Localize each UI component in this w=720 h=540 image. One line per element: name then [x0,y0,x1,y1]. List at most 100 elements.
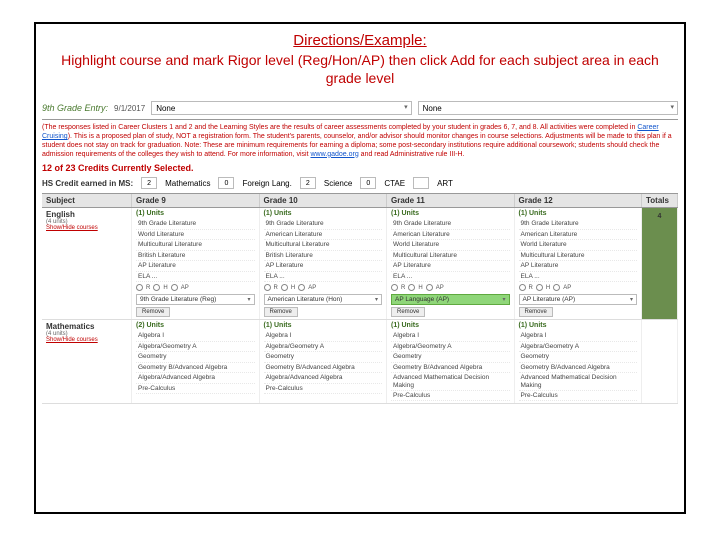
course-item[interactable]: Geometry B/Advanced Algebra [264,363,383,373]
course-item[interactable]: ELA ... [136,272,255,282]
grade-entry-label: 9th Grade Entry: [42,103,108,113]
rigor-radio[interactable] [264,284,271,291]
course-item[interactable]: World Literature [391,240,510,250]
course-item[interactable]: Pre-Calculus [391,391,510,401]
directions-subtitle: Highlight course and mark Rigor level (R… [46,51,674,87]
course-item[interactable]: AP Literature [391,261,510,271]
course-item[interactable]: Algebra/Advanced Algebra [136,373,255,383]
dropdown-2[interactable]: None [418,101,678,115]
course-item[interactable]: Geometry [136,352,255,362]
course-item[interactable]: AP Literature [136,261,255,271]
course-item[interactable]: Geometry B/Advanced Algebra [136,363,255,373]
credit-lang-label: Foreign Lang. [242,179,291,188]
divider [42,119,678,120]
credit-ctae-input[interactable]: 0 [360,177,376,189]
course-item[interactable]: American Literature [391,230,510,240]
math-g11-courses: Algebra I Algebra/Geometry A Geometry Ge… [391,331,510,401]
note-intro: (The responses listed in Career Clusters… [42,124,637,131]
dropdown-1[interactable]: None [151,101,411,115]
col-grade9: Grade 9 [132,194,260,207]
course-item[interactable]: 9th Grade Literature [391,219,510,229]
course-item[interactable]: Algebra I [519,331,638,341]
grid-header: Subject Grade 9 Grade 10 Grade 11 Grade … [42,193,678,208]
course-item[interactable]: Advanced Mathematical Decision Making [519,373,638,391]
course-item[interactable]: World Literature [136,230,255,240]
rigor-radio[interactable] [136,284,143,291]
course-item[interactable]: ELA ... [264,272,383,282]
math-subject-cell: Mathematics (4 units) Show/Hide courses [42,320,132,403]
english-g11-courses: 9th Grade Literature American Literature… [391,219,510,282]
course-item[interactable]: AP Literature [264,261,383,271]
course-item[interactable]: Algebra/Geometry A [391,342,510,352]
course-item[interactable]: Geometry [264,352,383,362]
course-item[interactable]: Geometry [519,352,638,362]
subject-row-math: Mathematics (4 units) Show/Hide courses … [42,320,678,404]
course-item[interactable]: Algebra I [264,331,383,341]
col-subject: Subject [42,194,132,207]
math-g12-units: (1) Units [519,322,638,329]
course-item[interactable]: Advanced Mathematical Decision Making [391,373,510,391]
course-item[interactable]: British Literature [264,251,383,261]
english-g11-cell: (1) Units 9th Grade Literature American … [387,208,515,319]
english-g9-units: (1) Units [136,210,255,217]
math-g10-cell: (1) Units Algebra I Algebra/Geometry A G… [260,320,388,403]
course-item[interactable]: British Literature [136,251,255,261]
course-item[interactable]: Pre-Calculus [136,384,255,394]
credit-lang-input[interactable]: 0 [218,177,234,189]
note-tail2: and read Administrative rule III-H. [359,151,465,158]
remove-button-g12[interactable]: Remove [519,307,553,317]
rigor-row-g11: R H AP [391,284,510,291]
course-item[interactable]: American Literature [264,230,383,240]
math-toggle-link[interactable]: Show/Hide courses [46,337,127,343]
credit-sci-input[interactable]: 2 [300,177,316,189]
course-item[interactable]: World Literature [519,240,638,250]
rigor-radio[interactable] [281,284,288,291]
course-item[interactable]: Multicultural Literature [519,251,638,261]
course-item[interactable]: 9th Grade Literature [519,219,638,229]
rigor-row-g9: R H AP [136,284,255,291]
course-item[interactable]: Multicultural Literature [136,240,255,250]
rigor-radio[interactable] [391,284,398,291]
rigor-radio[interactable] [426,284,433,291]
course-item[interactable]: Algebra/Geometry A [136,342,255,352]
rigor-radio[interactable] [408,284,415,291]
remove-button-g11[interactable]: Remove [391,307,425,317]
remove-button-g9[interactable]: Remove [136,307,170,317]
english-toggle-link[interactable]: Show/Hide courses [46,225,127,231]
course-item[interactable]: AP Literature [519,261,638,271]
course-item[interactable]: Algebra I [136,331,255,341]
rigor-radio[interactable] [553,284,560,291]
remove-button-g10[interactable]: Remove [264,307,298,317]
course-item[interactable]: 9th Grade Literature [264,219,383,229]
english-g11-selected[interactable]: AP Language (AP) [391,294,510,305]
rigor-radio[interactable] [298,284,305,291]
english-g10-selected[interactable]: American Literature (Hon) [264,294,383,305]
rigor-radio[interactable] [536,284,543,291]
course-item[interactable]: 9th Grade Literature [136,219,255,229]
course-item[interactable]: Multicultural Literature [391,251,510,261]
course-item[interactable]: Pre-Calculus [264,384,383,394]
english-name: English [46,210,127,219]
course-item[interactable]: Algebra/Geometry A [519,342,638,352]
rigor-radio[interactable] [171,284,178,291]
math-g12-courses: Algebra I Algebra/Geometry A Geometry Ge… [519,331,638,401]
english-g12-selected[interactable]: AP Literature (AP) [519,294,638,305]
rigor-radio[interactable] [519,284,526,291]
english-g9-selected[interactable]: 9th Grade Literature (Reg) [136,294,255,305]
course-item[interactable]: Algebra/Geometry A [264,342,383,352]
credit-math-input[interactable]: 2 [141,177,157,189]
course-item[interactable]: Geometry [391,352,510,362]
course-item[interactable]: Algebra I [391,331,510,341]
credit-art-input[interactable] [413,177,429,189]
slide-container: Directions/Example: Highlight course and… [0,0,720,540]
course-item[interactable]: Geometry B/Advanced Algebra [391,363,510,373]
course-item[interactable]: Multicultural Literature [264,240,383,250]
course-item[interactable]: Algebra/Advanced Algebra [264,373,383,383]
gadoe-link[interactable]: www.gadoe.org [310,151,358,158]
course-item[interactable]: ELA ... [391,272,510,282]
course-item[interactable]: Pre-Calculus [519,391,638,401]
course-item[interactable]: ELA ... [519,272,638,282]
course-item[interactable]: Geometry B/Advanced Algebra [519,363,638,373]
course-item[interactable]: American Literature [519,230,638,240]
rigor-radio[interactable] [153,284,160,291]
